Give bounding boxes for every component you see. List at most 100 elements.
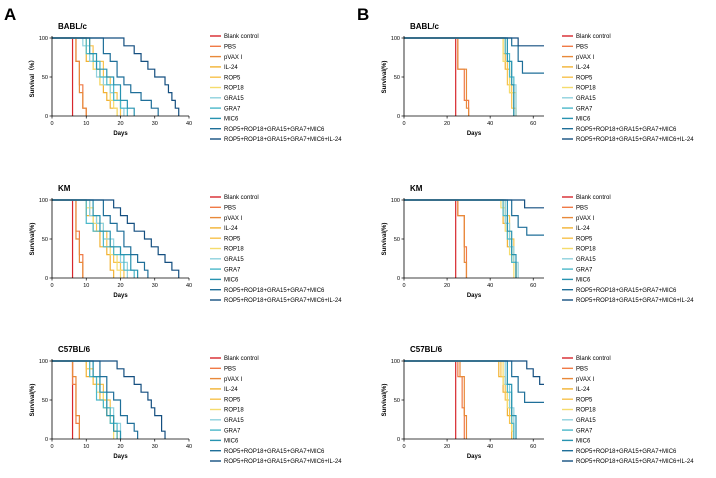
survival-curve-9 [404,199,517,278]
legend-label: PBS [576,45,588,51]
legend-label: GRA15 [576,96,596,102]
x-tick-label: 30 [152,444,158,450]
y-tick-label: 100 [391,359,400,365]
survival-curve-1 [404,37,457,116]
x-tick-label: 20 [444,444,450,450]
survival-curve-10 [52,37,159,116]
legend-label: Blank control [576,34,611,40]
legend-label: ROP18 [224,86,244,92]
survival-curve-11 [52,360,166,439]
y-tick-label: 100 [39,198,48,204]
y-tick-label: 50 [394,75,400,81]
survival-curve-6 [404,360,515,439]
legend-label: MIC6 [224,117,239,123]
legend-label: ROP5+ROP18+GRA15+GRA7+MIC6+IL-24 [576,137,694,143]
survival-curve-10 [404,360,544,403]
survival-curve-1 [52,360,74,439]
x-tick-label: 20 [444,283,450,289]
legend-label: ROP5 [576,397,593,403]
legend-label: ROP18 [576,86,596,92]
legend-label: Blank control [224,195,259,201]
legend-label: ROP5+ROP18+GRA15+GRA7+MIC6 [576,449,677,455]
survival-curve-1 [52,199,74,278]
legend-label: Blank control [576,195,611,201]
y-tick-label: 0 [45,437,48,443]
x-tick-label: 20 [444,121,450,127]
survival-curve-7 [52,199,128,278]
legend-label: GRA15 [224,418,244,424]
survival-curve-7 [404,37,517,116]
plot-title: KM [410,184,423,193]
y-tick-label: 50 [394,398,400,404]
legend-label: MIC6 [576,439,591,445]
survival-curve-3 [52,37,87,116]
legend-label: GRA15 [576,418,596,424]
legend-label: GRA7 [576,428,593,434]
survival-curve-3 [404,199,468,278]
y-tick-label: 0 [397,437,400,443]
survival-plot-2: BABL/c 0 20 40 60 0 50 100 Days Survival(%) Blank … [382,22,694,143]
x-axis-label: Days [467,293,482,299]
x-tick-label: 40 [487,121,493,127]
y-tick-label: 50 [42,398,48,404]
legend-label: IL-24 [224,226,238,232]
legend-label: GRA15 [224,96,244,102]
survival-curve-11 [404,37,544,47]
survival-curve-7 [404,360,515,439]
survival-curve-10 [404,199,544,236]
legend-label: IL-24 [224,387,238,393]
legend-label: GRA7 [224,267,241,273]
x-tick-label: 40 [186,444,192,450]
legend-label: GRA7 [224,428,241,434]
y-axis-label: Survival(%) [382,384,388,417]
legend-label: GRA7 [576,267,593,273]
y-tick-label: 100 [391,36,400,42]
survival-plot-6: C57BL/6 0 20 40 60 0 50 100 Days Survival(%) Blank… [382,345,694,465]
legend-label: MIC6 [224,439,239,445]
y-axis-label: Survival(%) [30,384,36,417]
survival-curve-2 [404,199,468,278]
legend-label: MIC6 [576,117,591,123]
legend-label: ROP18 [576,247,596,253]
legend-label: ROP18 [576,408,596,414]
survival-curve-11 [404,360,544,385]
x-axis-label: Days [113,131,128,137]
legend-label: Blank control [224,356,259,362]
legend-label: pVAX I [576,377,595,383]
x-tick-label: 30 [152,121,158,127]
survival-curve-8 [52,360,118,439]
survival-curve-8 [404,199,517,278]
survival-curve-2 [52,37,87,116]
survival-plot-4: KM 0 20 40 60 0 50 100 Days Survival(%) Blank cont… [382,184,694,304]
legend-label: ROP18 [224,247,244,253]
survival-curve-6 [404,37,517,116]
legend-label: ROP5 [576,236,593,242]
legend-label: ROP5 [224,397,241,403]
survival-curve-7 [404,199,519,278]
legend-label: ROP5+ROP18+GRA15+GRA7+MIC6+IL-24 [224,298,342,304]
survival-curve-11 [52,199,180,278]
legend-label: ROP18 [224,408,244,414]
x-tick-label: 0 [402,444,405,450]
survival-curve-4 [404,37,515,116]
legend-label: ROP5+ROP18+GRA15+GRA7+MIC6+IL-24 [576,298,694,304]
legend-label: ROP5+ROP18+GRA15+GRA7+MIC6 [576,288,677,294]
x-axis-label: Days [113,454,128,460]
survival-curve-10 [404,37,544,74]
x-tick-label: 40 [186,121,192,127]
y-tick-label: 0 [397,276,400,282]
x-tick-label: 40 [487,444,493,450]
x-tick-label: 60 [530,283,536,289]
legend-label: IL-24 [576,387,590,393]
survival-curve-4 [404,199,517,278]
legend-label: pVAX I [224,377,243,383]
survival-curve-2 [52,360,81,439]
legend-label: ROP5+ROP18+GRA15+GRA7+MIC6 [224,127,325,133]
y-tick-label: 100 [39,36,48,42]
legend-label: pVAX I [224,216,243,222]
y-axis-label: Survival（%） [28,57,36,98]
legend-label: ROP5 [224,75,241,81]
x-tick-label: 40 [487,283,493,289]
legend: Blank control PBS pVAX I IL-24 ROP5 ROP18 GRA1… [562,34,694,143]
legend-label: PBS [224,206,236,212]
